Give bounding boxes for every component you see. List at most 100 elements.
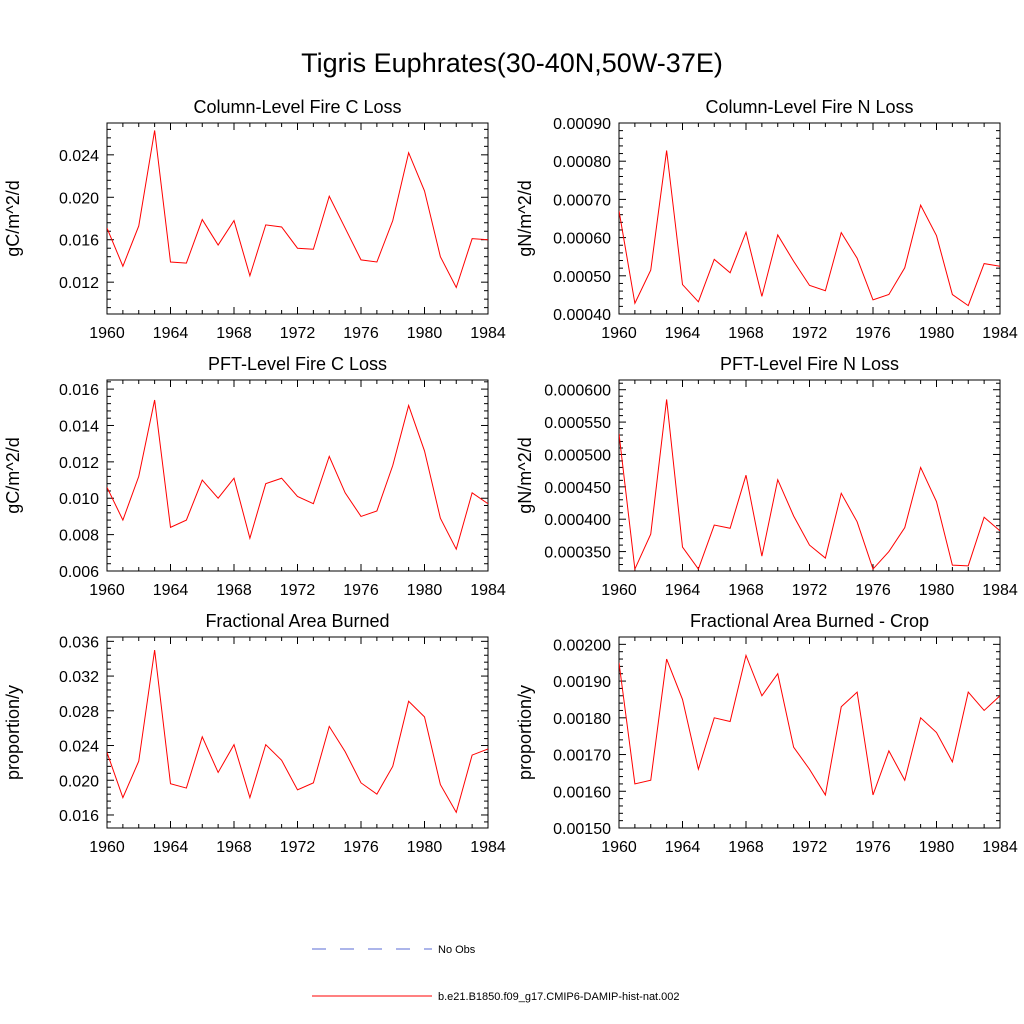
- panel-title: Column-Level Fire C Loss: [193, 97, 401, 117]
- x-tick-label: 1972: [280, 839, 316, 856]
- y-tick-label: 0.00090: [553, 116, 611, 133]
- y-tick-label: 0.00170: [553, 748, 611, 765]
- y-tick-label: 0.00160: [553, 784, 611, 801]
- x-tick-label: 1968: [216, 325, 252, 342]
- x-tick-label: 1976: [343, 839, 379, 856]
- x-tick-label: 1980: [407, 839, 443, 856]
- x-tick-label: 1960: [601, 325, 637, 342]
- y-tick-label: 0.008: [59, 528, 99, 545]
- y-tick-label: 0.00070: [553, 192, 611, 209]
- x-tick-label: 1972: [792, 325, 828, 342]
- panel-title: PFT-Level Fire C Loss: [208, 354, 387, 374]
- y-tick-label: 0.014: [59, 418, 99, 435]
- x-tick-label: 1976: [343, 325, 379, 342]
- x-tick-label: 1972: [792, 582, 828, 599]
- x-tick-label: 1976: [343, 582, 379, 599]
- x-tick-label: 1980: [919, 582, 955, 599]
- y-axis-label: proportion/y: [515, 685, 535, 780]
- x-tick-label: 1964: [665, 839, 701, 856]
- x-tick-label: 1976: [855, 839, 891, 856]
- y-axis-label: gC/m^2/d: [3, 437, 23, 513]
- panel-title: Fractional Area Burned - Crop: [690, 611, 929, 631]
- x-tick-label: 1980: [407, 582, 443, 599]
- chart-panel-3: PFT-Level Fire C Loss gC/m^2/d 1960 1964 196…: [3, 354, 506, 599]
- chart-panel-2: Column-Level Fire N Loss gN/m^2/d 1960 1964…: [515, 97, 1018, 342]
- y-tick-label: 0.016: [59, 382, 99, 399]
- y-tick-label: 0.00040: [553, 307, 611, 324]
- x-tick-label: 1968: [216, 839, 252, 856]
- x-tick-label: 1960: [89, 582, 125, 599]
- y-tick-label: 0.00150: [553, 821, 611, 838]
- legend: No Obs b.e21.B1850.f09_g17.CMIP6-DAMIP-h…: [312, 944, 680, 1003]
- y-tick-label: 0.012: [59, 455, 99, 472]
- y-tick-label: 0.000350: [544, 545, 611, 562]
- y-tick-label: 0.016: [59, 233, 99, 250]
- x-tick-label: 1964: [153, 325, 189, 342]
- x-tick-label: 1968: [728, 582, 764, 599]
- y-tick-label: 0.036: [59, 634, 99, 651]
- legend-obs-label: No Obs: [438, 944, 476, 956]
- panel-title: Column-Level Fire N Loss: [705, 97, 913, 117]
- legend-model-label: b.e21.B1850.f09_g17.CMIP6-DAMIP-hist-nat…: [438, 991, 680, 1003]
- x-tick-label: 1964: [153, 839, 189, 856]
- x-tick-label: 1984: [470, 839, 506, 856]
- panel-title: PFT-Level Fire N Loss: [720, 354, 899, 374]
- y-tick-label: 0.000600: [544, 383, 611, 400]
- x-tick-label: 1968: [216, 582, 252, 599]
- x-tick-label: 1968: [728, 325, 764, 342]
- x-tick-label: 1964: [665, 325, 701, 342]
- y-tick-label: 0.024: [59, 739, 99, 756]
- y-tick-label: 0.00050: [553, 269, 611, 286]
- x-tick-label: 1968: [728, 839, 764, 856]
- x-tick-label: 1976: [855, 582, 891, 599]
- y-tick-label: 0.00080: [553, 154, 611, 171]
- x-tick-label: 1960: [601, 839, 637, 856]
- chart-panel-1: Column-Level Fire C Loss gC/m^2/d 1960 1964…: [3, 97, 506, 342]
- x-tick-label: 1960: [89, 325, 125, 342]
- series-line: [619, 150, 1000, 307]
- y-axis-label: gN/m^2/d: [515, 180, 535, 256]
- x-tick-label: 1980: [919, 325, 955, 342]
- y-tick-label: 0.020: [59, 190, 99, 207]
- x-tick-label: 1964: [153, 582, 189, 599]
- x-tick-label: 1960: [601, 582, 637, 599]
- x-tick-label: 1964: [665, 582, 701, 599]
- y-axis-label: gC/m^2/d: [3, 180, 23, 256]
- series-line: [107, 649, 488, 814]
- chart-panel-6: Fractional Area Burned - Crop proportion/…: [515, 611, 1018, 856]
- y-tick-label: 0.000500: [544, 447, 611, 464]
- y-tick-label: 0.00060: [553, 231, 611, 248]
- series-line: [107, 130, 488, 289]
- y-tick-label: 0.00200: [553, 637, 611, 654]
- x-tick-label: 1980: [407, 325, 443, 342]
- series-line: [619, 399, 1000, 571]
- series-line: [107, 399, 488, 551]
- y-tick-label: 0.000450: [544, 480, 611, 497]
- y-tick-label: 0.024: [59, 148, 99, 165]
- y-tick-label: 0.00180: [553, 711, 611, 728]
- y-tick-label: 0.00190: [553, 674, 611, 691]
- plot-frame: [618, 379, 1001, 572]
- x-tick-label: 1984: [470, 582, 506, 599]
- x-tick-label: 1960: [89, 839, 125, 856]
- y-axis-label: gN/m^2/d: [515, 437, 535, 513]
- x-tick-label: 1972: [792, 839, 828, 856]
- y-tick-label: 0.000400: [544, 512, 611, 529]
- x-tick-label: 1976: [855, 325, 891, 342]
- y-tick-label: 0.000550: [544, 415, 611, 432]
- plot-frame: [618, 636, 1001, 829]
- figure-title: Tigris Euphrates(30-40N,50W-37E): [301, 48, 723, 78]
- x-tick-label: 1984: [982, 839, 1018, 856]
- y-tick-label: 0.010: [59, 491, 99, 508]
- y-tick-label: 0.006: [59, 564, 99, 581]
- chart-panel-4: PFT-Level Fire N Loss gN/m^2/d 1960 1964 196…: [515, 354, 1018, 599]
- x-tick-label: 1972: [280, 582, 316, 599]
- y-tick-label: 0.012: [59, 275, 99, 292]
- x-tick-label: 1984: [470, 325, 506, 342]
- y-tick-label: 0.020: [59, 773, 99, 790]
- x-tick-label: 1984: [982, 325, 1018, 342]
- x-tick-label: 1972: [280, 325, 316, 342]
- chart-panel-5: Fractional Area Burned proportion/y 1960 19…: [3, 611, 506, 856]
- y-tick-label: 0.028: [59, 704, 99, 721]
